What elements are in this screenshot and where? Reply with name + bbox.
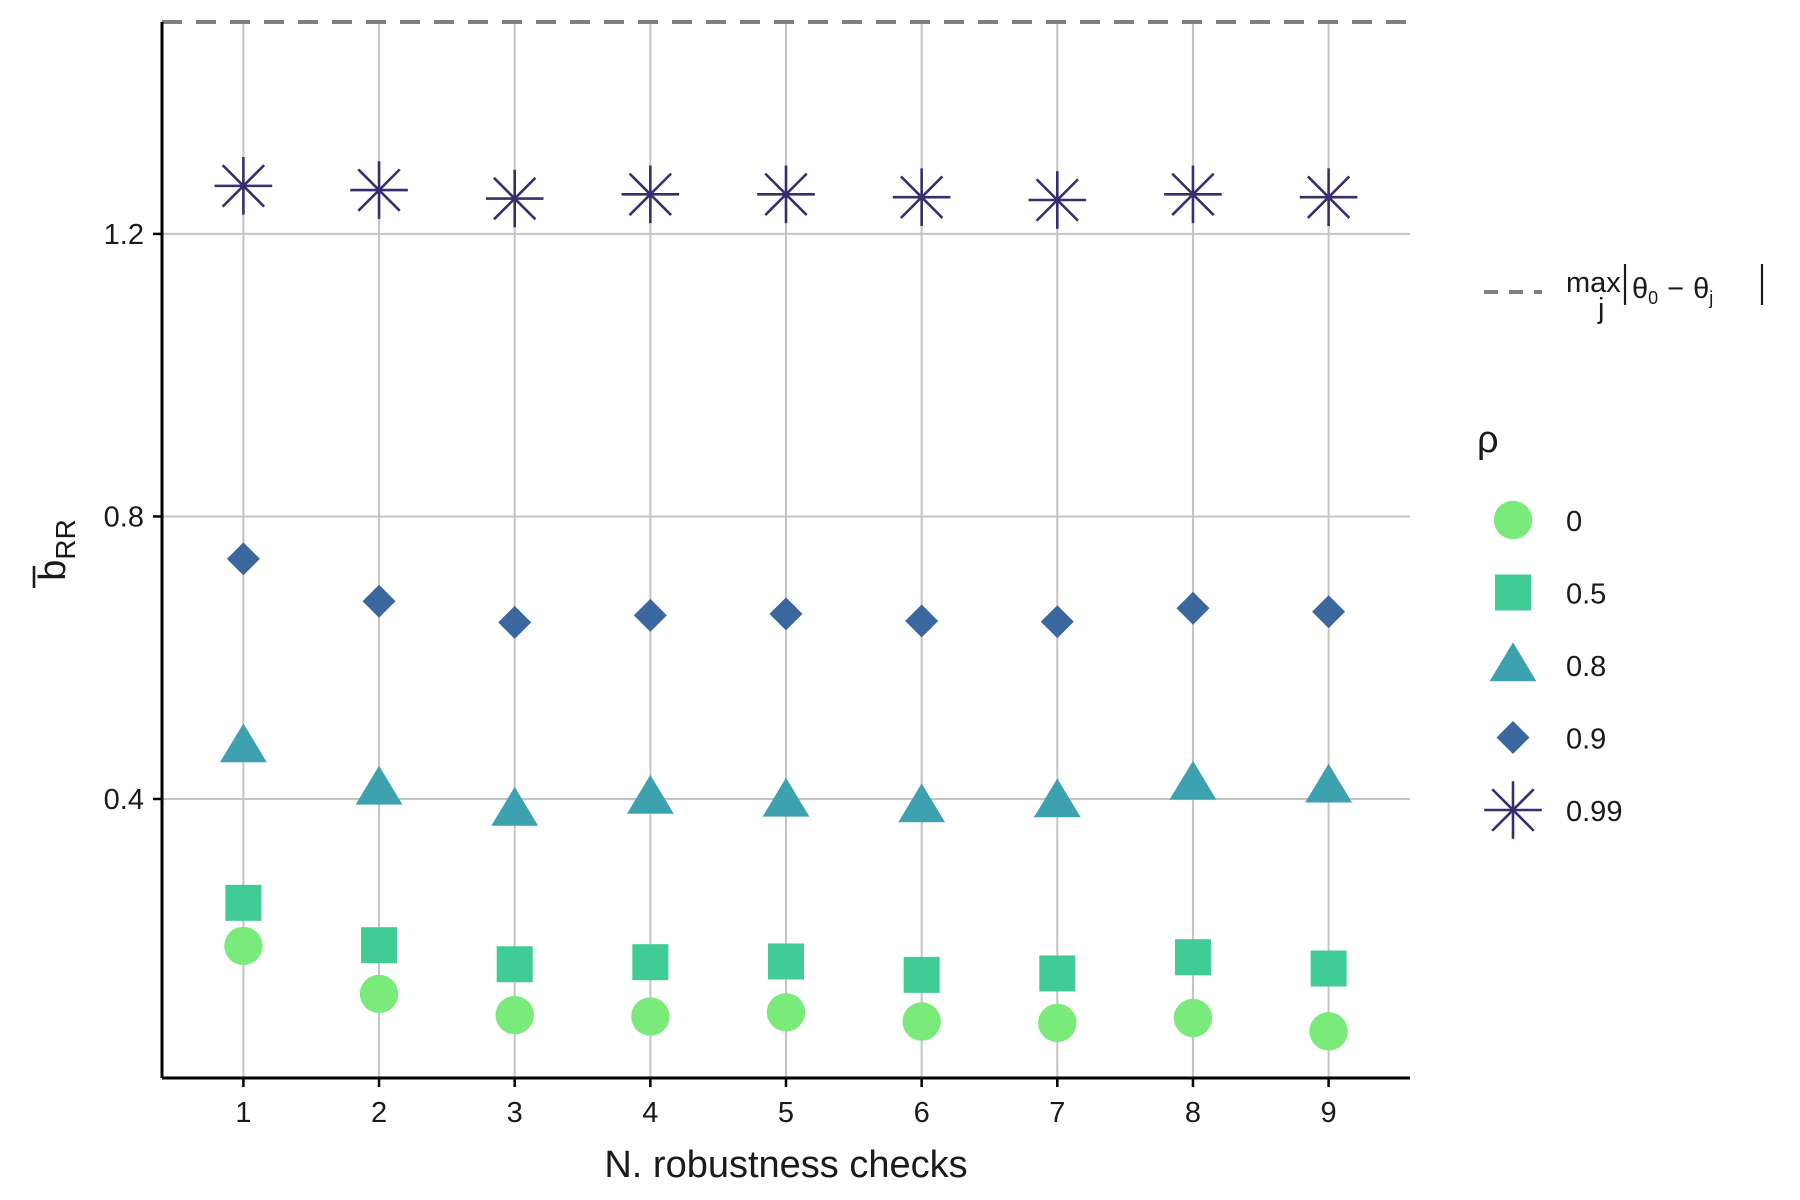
legend-key-0_9 [1496, 721, 1530, 754]
svg-text:max: max [1566, 267, 1621, 299]
x-tick-label: 2 [371, 1097, 387, 1129]
legend-sub-j: j [1708, 288, 1713, 308]
legend-sub-0: 0 [1648, 288, 1658, 308]
point-rho-0_8 [626, 774, 674, 814]
legend-max-word: max [1566, 267, 1621, 299]
point-rho-0 [631, 997, 670, 1036]
point-rho-0_99 [214, 157, 273, 215]
point-rho-0_5 [768, 943, 804, 980]
point-rho-0_9 [362, 584, 396, 618]
point-rho-0 [1038, 1003, 1077, 1043]
legend-items: 0 0.5 0.8 0.9 0.99 [1484, 500, 1622, 839]
legend-reference-line-label: max j θ0− θj [1566, 264, 1764, 325]
legend-key-0_99 [1484, 781, 1542, 839]
svg-text:j: j [1597, 293, 1604, 325]
point-rho-0_5 [361, 927, 398, 964]
legend-label: 0 [1566, 506, 1582, 538]
x-tick-label: 5 [778, 1097, 794, 1129]
point-rho-0_5 [496, 946, 533, 983]
point-rho-0_8 [355, 765, 403, 805]
point-rho-0_9 [1312, 595, 1346, 629]
point-rho-0_99 [621, 165, 680, 224]
y-ticks: 0.4 0.8 1.2 [104, 219, 162, 816]
data-marks [214, 157, 1358, 1051]
svg-text:bRR: bRR [32, 519, 81, 581]
point-rho-0_9 [226, 542, 260, 576]
x-tick-label: 6 [914, 1097, 930, 1129]
y-axis-title-subscript: RR [50, 519, 81, 559]
point-rho-0_5 [903, 956, 940, 993]
legend-minus: − [1667, 273, 1684, 305]
point-rho-0_8 [219, 723, 267, 763]
point-rho-0_9 [498, 605, 532, 639]
point-rho-0_9 [1040, 605, 1074, 639]
y-tick-label: 1.2 [104, 219, 144, 251]
point-rho-0 [902, 1002, 941, 1041]
legend-theta-0: θ [1632, 273, 1648, 305]
x-ticks: 1 2 3 4 5 6 7 8 9 [235, 1078, 1337, 1129]
point-rho-0_5 [225, 884, 262, 921]
y-tick-label: 0.8 [104, 501, 144, 533]
point-rho-0_9 [905, 604, 939, 638]
point-rho-0 [1173, 998, 1213, 1038]
point-rho-0_99 [1028, 171, 1087, 229]
x-tick-label: 3 [507, 1097, 523, 1129]
point-rho-0_8 [898, 783, 946, 823]
point-rho-0_8 [1305, 763, 1353, 803]
legend: max j θ0− θj ρ 00.50.80.90.99 [1477, 264, 1764, 839]
svg-text:θ0−θj: θ0− θj [1632, 273, 1713, 308]
point-rho-0 [224, 926, 263, 966]
point-rho-0_8 [762, 777, 810, 817]
point-rho-0_99 [892, 168, 951, 226]
point-rho-0_5 [1310, 950, 1347, 987]
point-rho-0_99 [1164, 165, 1222, 224]
y-axis-title: bRR [32, 519, 81, 588]
y-axis-title-main: b [32, 560, 74, 581]
x-tick-label: 1 [235, 1097, 251, 1129]
point-rho-0_99 [1299, 168, 1358, 226]
legend-key-0_5 [1495, 574, 1531, 611]
point-rho-0_8 [1169, 760, 1217, 800]
x-tick-label: 9 [1321, 1097, 1337, 1129]
legend-label: 0.8 [1566, 651, 1606, 683]
x-axis-title: N. robustness checks [604, 1144, 967, 1186]
x-tick-label: 4 [642, 1097, 658, 1129]
point-rho-0_5 [1039, 955, 1076, 992]
point-rho-0_9 [769, 597, 803, 631]
point-rho-0 [359, 974, 399, 1014]
y-tick-label: 0.4 [104, 784, 144, 816]
point-rho-0_8 [1033, 778, 1081, 818]
legend-key-0_8 [1489, 642, 1537, 682]
x-tick-label: 8 [1185, 1097, 1201, 1129]
point-rho-0_5 [632, 944, 669, 981]
legend-key-0 [1493, 500, 1533, 540]
point-rho-0_9 [1176, 591, 1210, 625]
point-rho-0_5 [1174, 939, 1211, 976]
legend-theta-j: θ [1693, 273, 1709, 305]
legend-title: ρ [1477, 419, 1499, 461]
legend-max-sub: j [1597, 293, 1604, 325]
point-rho-0_99 [350, 161, 408, 219]
point-rho-0_8 [491, 786, 539, 826]
point-rho-0 [495, 995, 534, 1035]
point-rho-0_99 [485, 169, 544, 228]
legend-label: 0.9 [1566, 724, 1606, 756]
point-rho-0 [766, 993, 806, 1032]
point-rho-0_9 [633, 598, 667, 632]
legend-label: 0.5 [1566, 579, 1606, 611]
point-rho-0_99 [757, 165, 815, 224]
x-tick-label: 7 [1049, 1097, 1065, 1129]
legend-label: 0.99 [1566, 796, 1622, 828]
point-rho-0 [1309, 1012, 1348, 1051]
